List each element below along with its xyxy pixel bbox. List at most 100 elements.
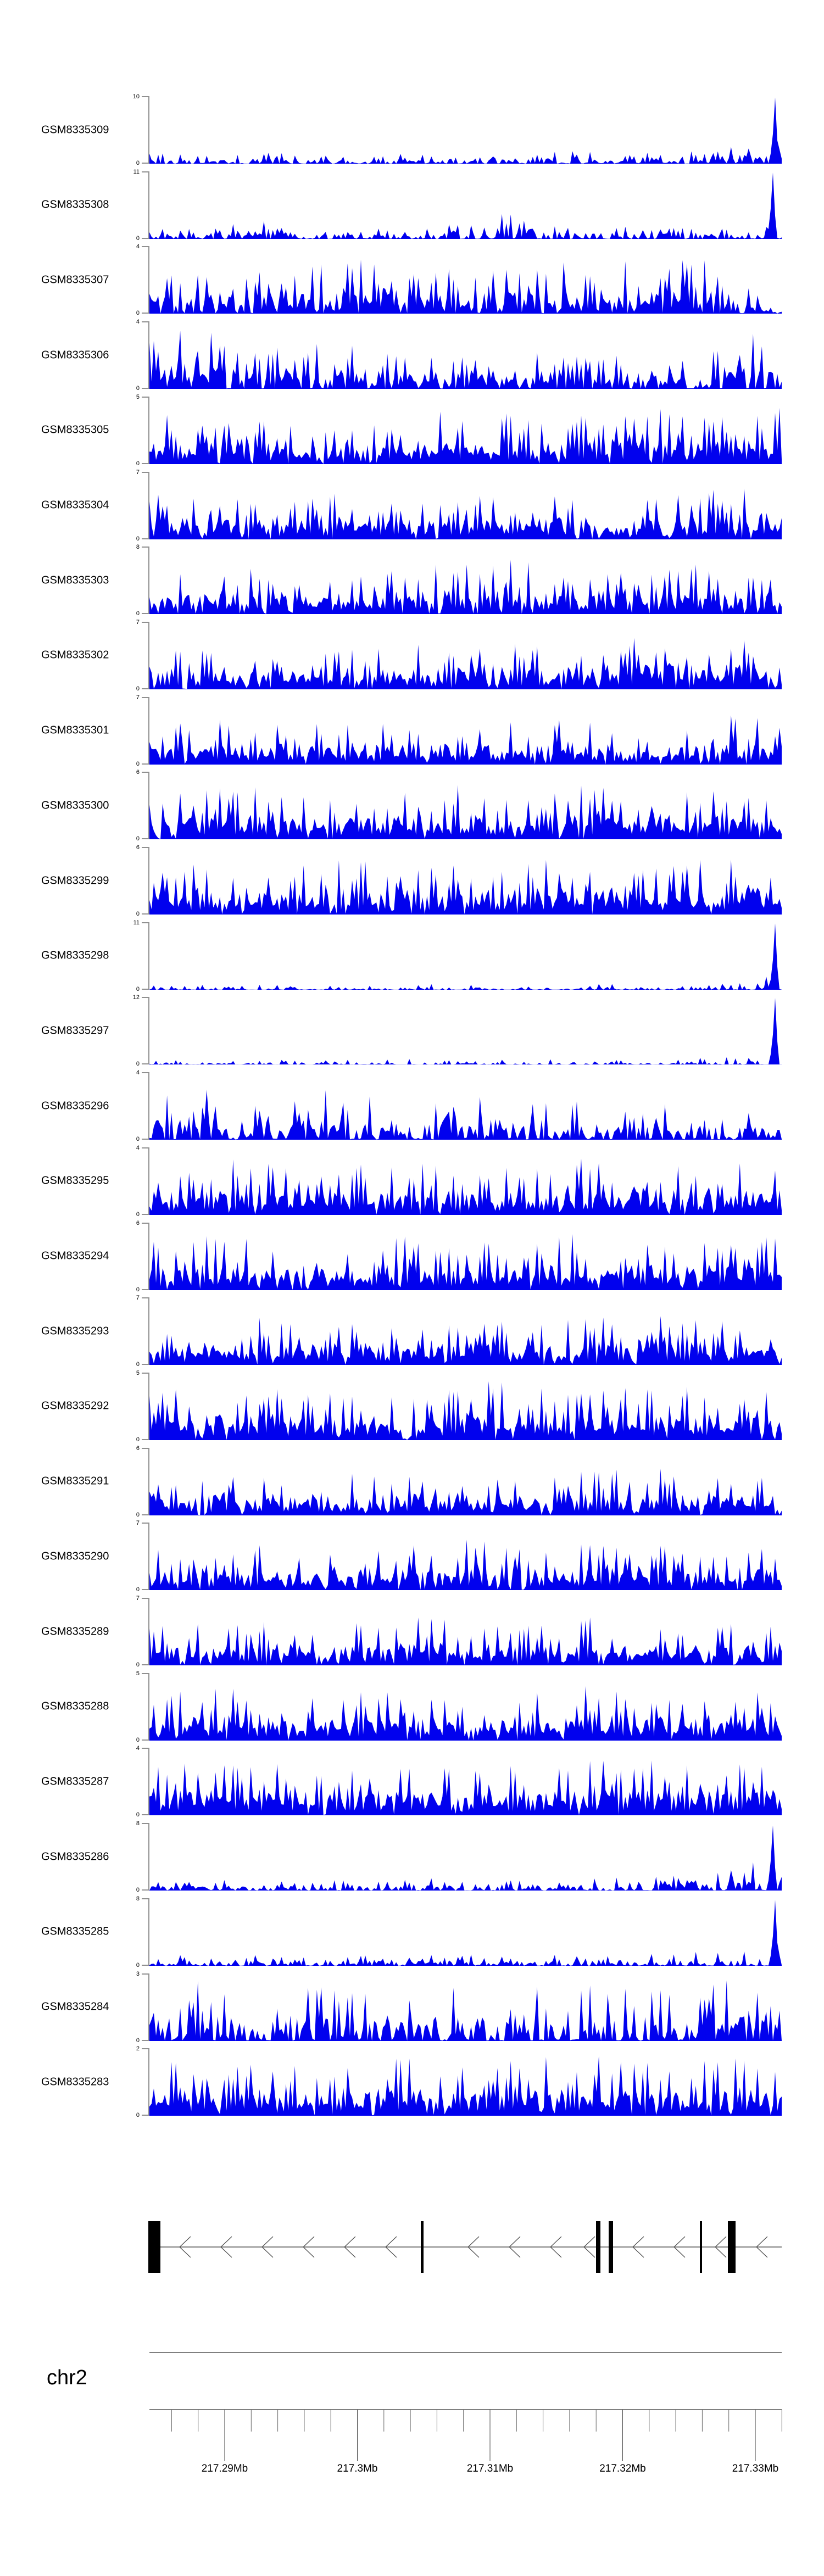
y-axis-max-label: 7 — [136, 618, 140, 626]
y-axis-max-label: 8 — [136, 1895, 140, 1902]
strand-arrow-icon — [385, 2236, 397, 2258]
coverage-track: GSM8335284 3 0 — [0, 1971, 824, 2044]
track-label: GSM8335288 — [41, 1700, 109, 1713]
coverage-plot — [149, 922, 782, 990]
y-axis-zero-tick — [142, 163, 148, 164]
y-axis-line — [148, 1523, 149, 1591]
strand-arrow-icon — [583, 2236, 595, 2258]
coverage-plot — [149, 246, 782, 314]
y-axis-max-label: 11 — [133, 919, 140, 926]
coverage-track: GSM8335305 5 0 — [0, 394, 824, 467]
coverage-plot — [149, 1147, 782, 1215]
y-axis-max-label: 8 — [136, 1820, 140, 1827]
y-axis-zero-tick — [142, 1964, 148, 1966]
y-axis-line — [148, 171, 149, 239]
strand-arrow-icon — [220, 2236, 232, 2258]
y-axis-line — [148, 1898, 149, 1966]
y-axis-line — [148, 96, 149, 164]
y-axis-max-label: 8 — [136, 544, 140, 551]
exon-box — [728, 2221, 736, 2273]
y-axis-zero-label: 0 — [136, 1811, 140, 1819]
y-axis-zero-tick — [142, 988, 148, 990]
track-label: GSM8335304 — [41, 499, 109, 511]
strand-arrow-icon — [756, 2236, 768, 2258]
y-axis-zero-tick — [142, 913, 148, 915]
y-axis-max-tick — [142, 321, 148, 323]
y-axis-zero-label: 0 — [136, 2112, 140, 2119]
coverage-track: GSM8335290 7 0 — [0, 1520, 824, 1593]
y-axis-zero-tick — [142, 2039, 148, 2041]
y-axis-max-tick — [142, 1072, 148, 1074]
coverage-plot — [149, 96, 782, 164]
y-axis-line — [148, 997, 149, 1065]
y-axis-line — [148, 1222, 149, 1290]
coverage-plot — [149, 1673, 782, 1741]
strand-arrow-icon — [261, 2236, 274, 2258]
coverage-plot — [149, 397, 782, 464]
y-axis-max-label: 11 — [133, 168, 140, 175]
y-axis-zero-label: 0 — [136, 2037, 140, 2044]
strand-arrow-icon — [303, 2236, 315, 2258]
y-axis-line — [148, 922, 149, 990]
y-axis-max-label: 4 — [136, 243, 140, 250]
y-axis-zero-label: 0 — [136, 1436, 140, 1443]
y-axis-max-tick — [142, 772, 148, 773]
y-axis-max-tick — [142, 997, 148, 999]
y-axis-zero-tick — [142, 1664, 148, 1665]
y-axis-max-tick — [142, 1823, 148, 1825]
y-axis-zero-tick — [142, 237, 148, 239]
y-axis-zero-tick — [142, 1814, 148, 1816]
track-label: GSM8335300 — [41, 799, 109, 812]
y-axis-zero-label: 0 — [136, 1511, 140, 1518]
coverage-track: GSM8335293 7 0 — [0, 1295, 824, 1368]
track-label: GSM8335283 — [41, 2076, 109, 2088]
y-axis-zero-tick — [142, 613, 148, 615]
y-axis-max-tick — [142, 847, 148, 848]
y-axis-max-label: 7 — [136, 1295, 140, 1302]
y-axis-max-tick — [142, 1523, 148, 1524]
track-label: GSM8335306 — [41, 349, 109, 361]
y-axis-zero-tick — [142, 1289, 148, 1290]
y-axis-max-tick — [142, 1898, 148, 1899]
y-axis-line — [148, 1823, 149, 1891]
y-axis-zero-tick — [142, 313, 148, 314]
y-axis-max-tick — [142, 621, 148, 623]
y-axis-max-label: 7 — [136, 1520, 140, 1527]
coverage-track: GSM8335308 11 0 — [0, 168, 824, 242]
y-axis-line — [148, 1973, 149, 2041]
coverage-plot — [149, 697, 782, 765]
y-axis-zero-label: 0 — [136, 685, 140, 692]
y-axis-zero-label: 0 — [136, 160, 140, 166]
strand-arrow-icon — [550, 2236, 562, 2258]
y-axis-zero-label: 0 — [136, 385, 140, 392]
y-axis-zero-tick — [142, 763, 148, 765]
coverage-plot — [149, 1823, 782, 1891]
coverage-plot — [149, 772, 782, 840]
y-axis-max-tick — [142, 471, 148, 473]
y-axis-max-label: 6 — [136, 844, 140, 851]
y-axis-zero-tick — [142, 538, 148, 539]
strand-arrow-icon — [179, 2236, 191, 2258]
coverage-track: GSM8335300 6 0 — [0, 769, 824, 842]
coverage-plot — [149, 622, 782, 689]
coverage-track: GSM8335304 7 0 — [0, 469, 824, 542]
y-axis-max-label: 2 — [136, 2045, 140, 2053]
coverage-plot — [149, 1898, 782, 1966]
y-axis-zero-label: 0 — [136, 1961, 140, 1969]
coverage-track: GSM8335283 2 0 — [0, 2045, 824, 2119]
y-axis-line — [148, 1598, 149, 1665]
coverage-track: GSM8335289 7 0 — [0, 1595, 824, 1668]
y-axis-line — [148, 246, 149, 314]
coverage-track: GSM8335286 8 0 — [0, 1820, 824, 1893]
coverage-track: GSM8335291 6 0 — [0, 1445, 824, 1518]
coverage-track: GSM8335299 6 0 — [0, 844, 824, 917]
track-label: GSM8335297 — [41, 1024, 109, 1037]
exon-box — [596, 2221, 600, 2273]
coverage-track: GSM8335298 11 0 — [0, 919, 824, 993]
y-axis-zero-tick — [142, 388, 148, 389]
chromosome-label: chr2 — [47, 2366, 87, 2389]
track-label: GSM8335302 — [41, 649, 109, 661]
coverage-track: GSM8335301 7 0 — [0, 694, 824, 767]
coverage-track: GSM8335285 8 0 — [0, 1895, 824, 1969]
y-axis-zero-label: 0 — [136, 1211, 140, 1218]
